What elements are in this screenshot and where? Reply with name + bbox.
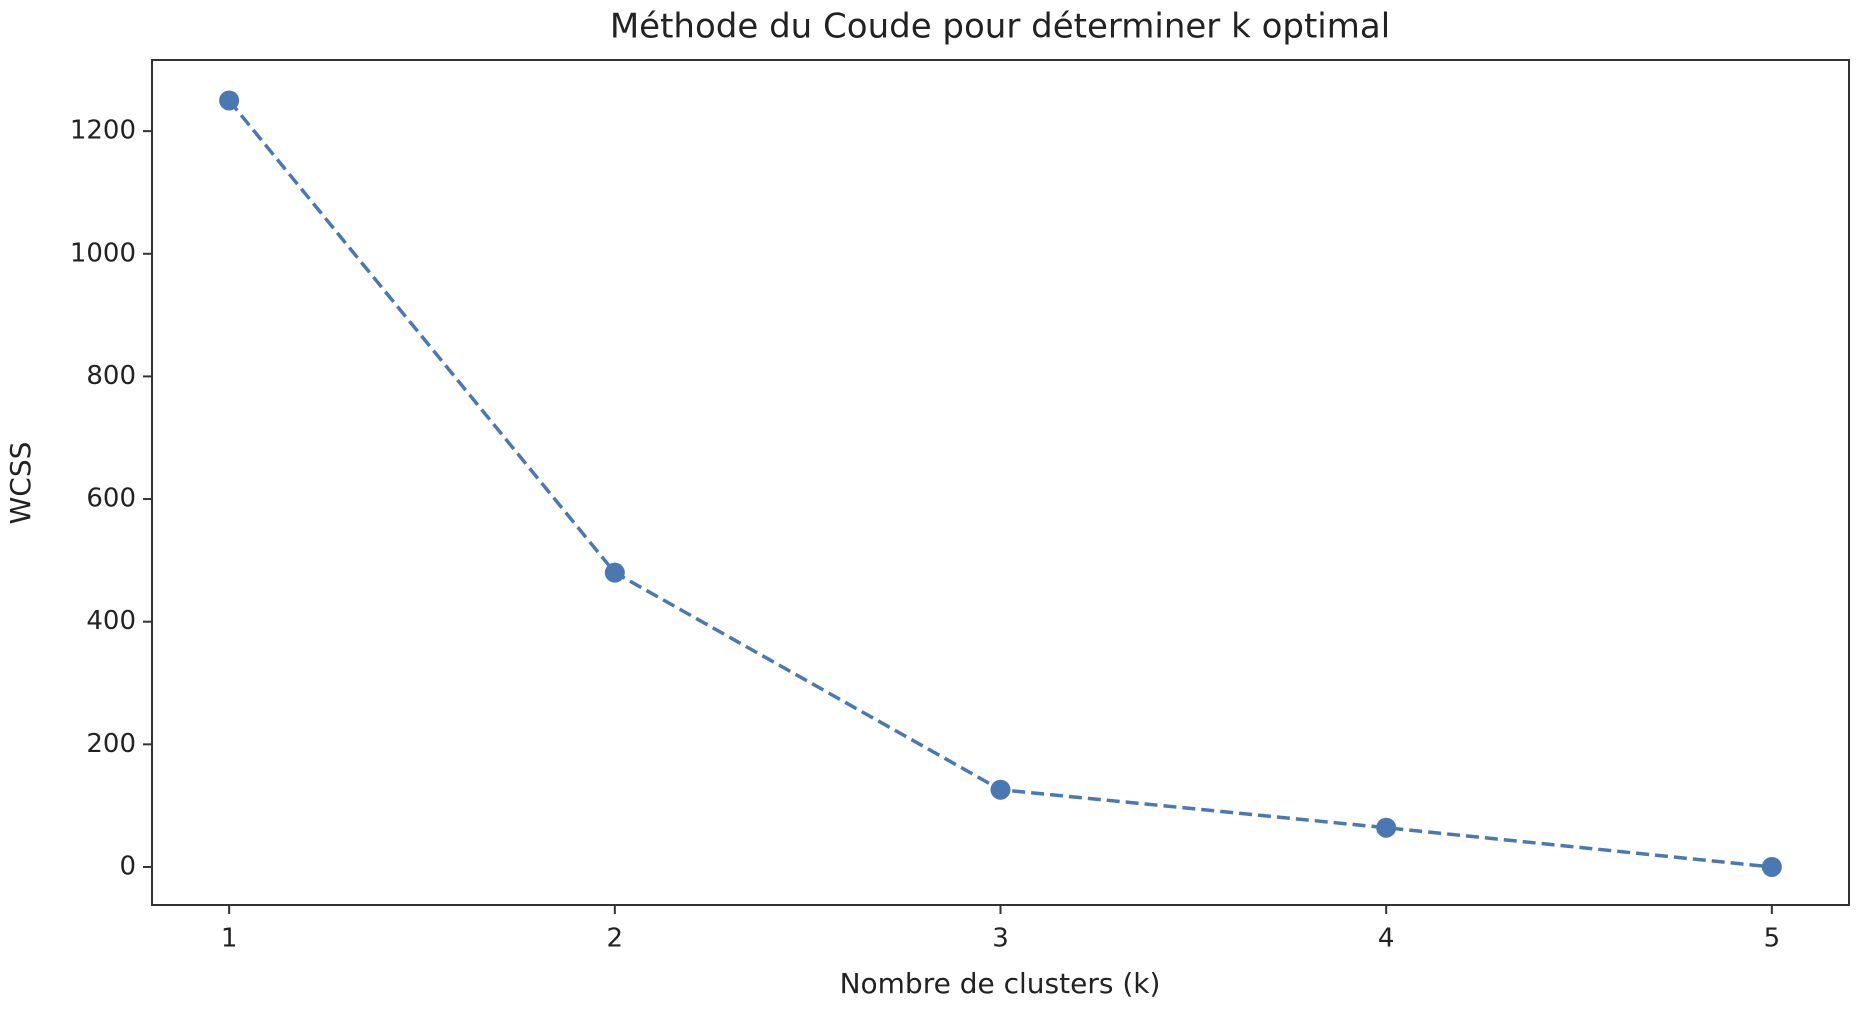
x-axis-label: Nombre de clusters (k) [840,967,1161,1000]
plot-frame [151,59,1850,906]
y-tick-label: 1200 [70,116,136,146]
y-tick-label: 800 [86,361,136,391]
x-tick-label: 1 [221,924,238,954]
data-point [990,779,1011,800]
data-line [227,99,1773,869]
data-point [1761,856,1782,877]
x-tick-label: 3 [992,924,1009,954]
data-point [1376,817,1397,838]
y-tick-label: 400 [86,606,136,636]
chart-title: Méthode du Coude pour déterminer k optim… [610,7,1390,47]
data-point [604,562,625,583]
y-tick-label: 0 [119,851,136,881]
x-tick-label: 5 [1764,924,1781,954]
data-point [219,90,240,111]
x-tick-label: 4 [1378,924,1395,954]
x-tick-label: 2 [607,924,624,954]
y-tick-label: 200 [86,729,136,759]
y-axis-label: WCSS [4,442,37,525]
y-tick-label: 1000 [70,238,136,268]
y-tick-label: 600 [86,484,136,514]
